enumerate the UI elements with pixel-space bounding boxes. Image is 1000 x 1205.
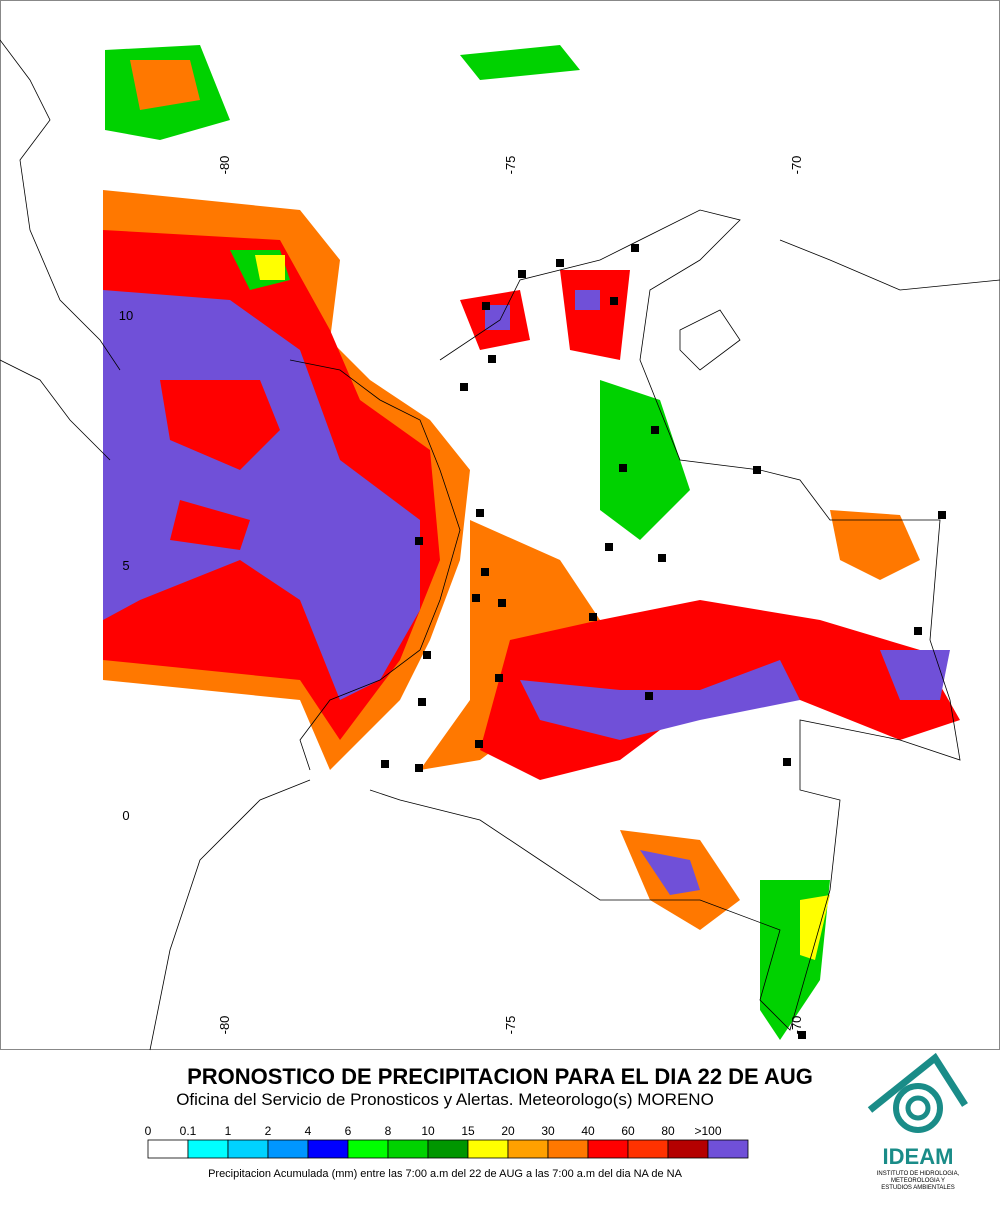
legend-swatch <box>587 1139 629 1159</box>
legend-label: 0 <box>145 1124 152 1138</box>
legend-swatch <box>547 1139 589 1159</box>
legend-swatch <box>707 1139 749 1159</box>
lon-label: -80 <box>217 156 232 175</box>
coastlines <box>0 39 1000 1051</box>
logo-name: IDEAM <box>883 1144 954 1169</box>
legend-label: 2 <box>265 1124 272 1138</box>
legend-swatch <box>627 1139 669 1159</box>
legend-swatch <box>667 1139 709 1159</box>
legend-label: 10 <box>421 1124 435 1138</box>
stations <box>381 244 946 1039</box>
legend-label: 30 <box>541 1124 555 1138</box>
legend-label: 40 <box>581 1124 595 1138</box>
lat-label: 0 <box>122 808 129 823</box>
precipitation-field <box>103 45 960 1040</box>
legend-swatch <box>507 1139 549 1159</box>
legend-swatch <box>347 1139 389 1159</box>
lon-label: -70 <box>789 156 804 175</box>
legend-label: 8 <box>385 1124 392 1138</box>
legend-label: 1 <box>225 1124 232 1138</box>
legend-swatch <box>147 1139 189 1159</box>
legend-swatch <box>467 1139 509 1159</box>
legend-swatch <box>267 1139 309 1159</box>
legend-label: 0.1 <box>180 1124 197 1138</box>
legend-label: 15 <box>461 1124 475 1138</box>
legend-label: 20 <box>501 1124 515 1138</box>
map-title: PRONOSTICO DE PRECIPITACION PARA EL DIA … <box>187 1064 813 1089</box>
logo-line: ESTUDIOS AMBIENTALES <box>881 1185 955 1191</box>
lat-label: 10 <box>119 308 133 323</box>
lat-label: 5 <box>122 558 129 573</box>
legend-label: 60 <box>621 1124 635 1138</box>
legend-swatch <box>307 1139 349 1159</box>
legend-swatch <box>187 1139 229 1159</box>
legend-label: >100 <box>694 1124 721 1138</box>
logo: IDEAM INSTITUTO DE HIDROLOGIA, METEOROLO… <box>867 1052 968 1191</box>
legend-swatch <box>387 1139 429 1159</box>
legend-label: 6 <box>345 1124 352 1138</box>
legend-footnote: Precipitacion Acumulada (mm) entre las 7… <box>208 1168 683 1180</box>
legend-swatch <box>227 1139 269 1159</box>
lon-label: -75 <box>503 1016 518 1035</box>
logo-line: METEOROLOGIA Y <box>891 1178 945 1184</box>
lon-label: -80 <box>217 1016 232 1035</box>
logo-line: INSTITUTO DE HIDROLOGIA, <box>877 1171 960 1177</box>
lon-label: -70 <box>789 1016 804 1035</box>
map-subtitle: Oficina del Servicio de Pronosticos y Al… <box>176 1090 714 1109</box>
legend-swatch <box>427 1139 469 1159</box>
legend-label: 80 <box>661 1124 675 1138</box>
legend-label: 4 <box>305 1124 312 1138</box>
lon-label: -75 <box>503 156 518 175</box>
